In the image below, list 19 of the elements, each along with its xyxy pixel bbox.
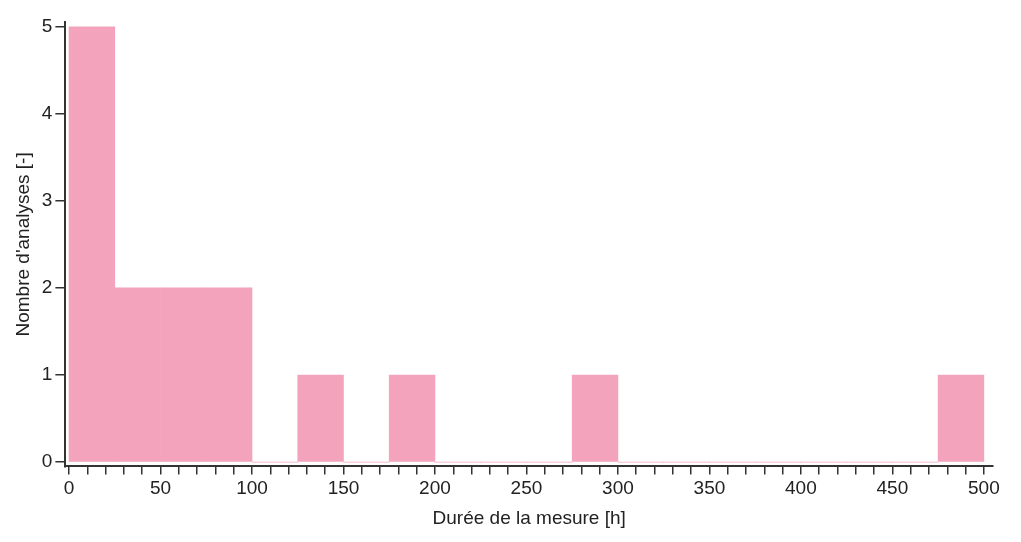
x-tick-label: 450: [876, 477, 909, 499]
x-tick-label: 0: [63, 477, 75, 499]
x-tick-label: 200: [419, 477, 451, 499]
y-tick-label: 0: [41, 450, 53, 472]
x-tick-label: 250: [510, 477, 543, 499]
x-tick-label: 50: [149, 477, 172, 499]
y-tick-label: 3: [41, 189, 53, 211]
x-tick-label: 100: [236, 477, 268, 499]
y-tick-label: 4: [41, 102, 53, 124]
y-tick-label: 5: [41, 14, 53, 36]
x-axis-title: Durée de la mesure [h]: [432, 506, 626, 528]
y-tick-label: 1: [41, 363, 53, 385]
y-tick-label: 2: [41, 276, 53, 298]
x-tick-label: 500: [968, 477, 1000, 499]
x-tick-label: 150: [327, 477, 360, 499]
y-axis-title: Nombre d'analyses [-]: [11, 152, 33, 337]
x-tick-label: 300: [602, 477, 634, 499]
x-tick-label: 400: [785, 477, 817, 499]
x-tick-label: 350: [693, 477, 726, 499]
